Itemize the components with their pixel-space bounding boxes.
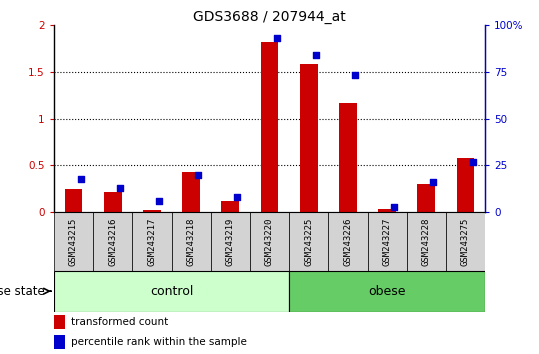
- Bar: [289, 271, 485, 312]
- Bar: [54, 315, 65, 329]
- Point: [429, 179, 438, 185]
- Bar: [407, 212, 446, 271]
- Bar: [368, 212, 407, 271]
- Bar: [104, 192, 121, 212]
- Text: GSM243226: GSM243226: [343, 217, 353, 266]
- Bar: [211, 212, 250, 271]
- Bar: [65, 189, 82, 212]
- Bar: [418, 184, 435, 212]
- Point: [76, 176, 85, 182]
- Text: transformed count: transformed count: [71, 318, 168, 327]
- Bar: [457, 158, 474, 212]
- Title: GDS3688 / 207944_at: GDS3688 / 207944_at: [193, 10, 346, 24]
- Point: [194, 172, 203, 178]
- Text: disease state: disease state: [0, 285, 49, 298]
- Point: [115, 185, 124, 191]
- Bar: [182, 172, 200, 212]
- Bar: [328, 212, 368, 271]
- Text: GSM243219: GSM243219: [226, 217, 235, 266]
- Bar: [54, 335, 65, 348]
- Point: [233, 195, 241, 200]
- Bar: [54, 212, 93, 271]
- Text: GSM243218: GSM243218: [186, 217, 196, 266]
- Text: control: control: [150, 285, 193, 298]
- Text: GSM243227: GSM243227: [383, 217, 392, 266]
- Bar: [171, 212, 211, 271]
- Point: [468, 159, 477, 165]
- Text: obese: obese: [368, 285, 406, 298]
- Text: GSM243225: GSM243225: [304, 217, 313, 266]
- Point: [351, 73, 360, 78]
- Bar: [222, 201, 239, 212]
- Text: GSM243228: GSM243228: [422, 217, 431, 266]
- Bar: [300, 64, 317, 212]
- Bar: [143, 210, 161, 212]
- Bar: [250, 212, 289, 271]
- Point: [272, 35, 281, 41]
- Bar: [289, 212, 328, 271]
- Text: GSM243220: GSM243220: [265, 217, 274, 266]
- Bar: [339, 103, 357, 212]
- Text: percentile rank within the sample: percentile rank within the sample: [71, 337, 247, 347]
- Bar: [446, 212, 485, 271]
- Point: [312, 52, 320, 58]
- Text: GSM243217: GSM243217: [147, 217, 156, 266]
- Bar: [54, 271, 289, 312]
- Bar: [93, 212, 132, 271]
- Point: [155, 198, 163, 204]
- Bar: [132, 212, 171, 271]
- Text: GSM243215: GSM243215: [69, 217, 78, 266]
- Bar: [378, 209, 396, 212]
- Text: GSM243216: GSM243216: [108, 217, 117, 266]
- Point: [390, 204, 398, 210]
- Text: GSM243275: GSM243275: [461, 217, 470, 266]
- Bar: [261, 42, 278, 212]
